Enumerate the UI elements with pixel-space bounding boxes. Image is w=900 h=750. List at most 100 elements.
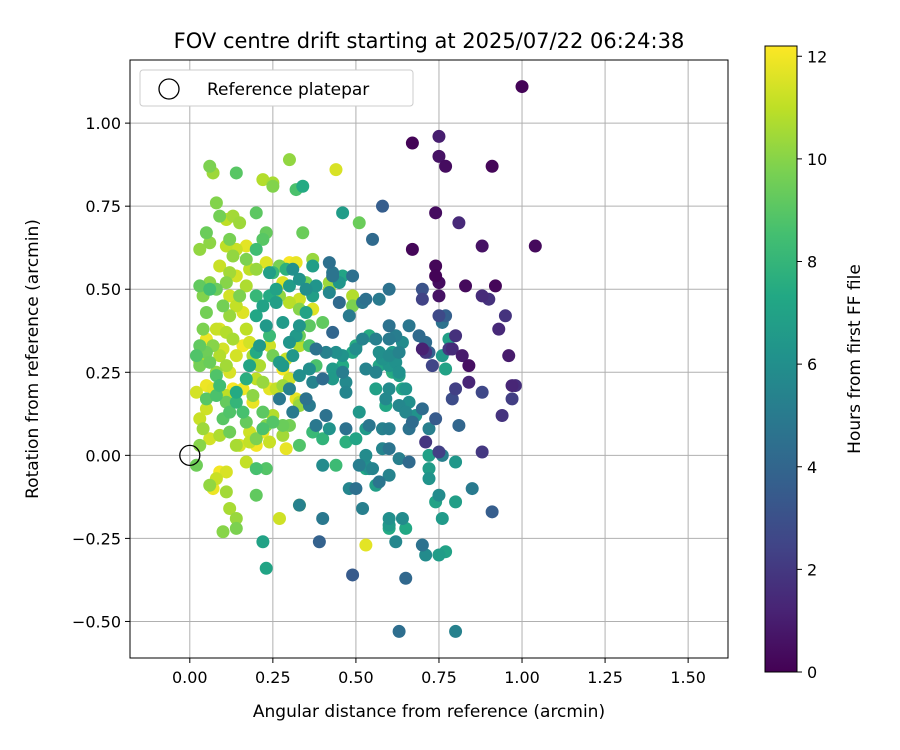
data-point bbox=[253, 359, 267, 373]
data-point bbox=[462, 359, 476, 373]
data-point bbox=[329, 163, 343, 177]
x-tick-label: 0.00 bbox=[172, 668, 208, 687]
data-point bbox=[236, 405, 250, 419]
data-point bbox=[223, 309, 237, 323]
data-point bbox=[319, 345, 333, 359]
data-point bbox=[229, 395, 243, 409]
data-point bbox=[399, 382, 413, 396]
data-point bbox=[402, 319, 416, 333]
data-point bbox=[359, 362, 373, 376]
data-point bbox=[229, 349, 243, 363]
data-point bbox=[332, 296, 346, 310]
data-point bbox=[445, 342, 459, 356]
data-point bbox=[239, 322, 253, 336]
legend: Reference platepar bbox=[139, 69, 414, 107]
x-tick-label: 0.25 bbox=[255, 668, 291, 687]
y-tick-label: −0.50 bbox=[72, 612, 121, 631]
data-point bbox=[356, 502, 370, 515]
data-point bbox=[415, 342, 429, 356]
data-point bbox=[259, 462, 273, 476]
data-point bbox=[349, 482, 363, 496]
data-point bbox=[372, 345, 386, 359]
data-point bbox=[395, 511, 409, 525]
data-point bbox=[249, 432, 263, 446]
data-point bbox=[356, 332, 370, 346]
data-point bbox=[219, 359, 233, 373]
data-point bbox=[249, 206, 263, 220]
data-point bbox=[528, 239, 542, 253]
data-point bbox=[239, 252, 253, 266]
data-point bbox=[266, 179, 280, 193]
data-point bbox=[429, 206, 443, 220]
data-point bbox=[346, 289, 360, 303]
data-point bbox=[219, 465, 233, 479]
data-point bbox=[223, 405, 237, 419]
data-point bbox=[209, 389, 223, 403]
data-point bbox=[475, 289, 489, 303]
data-point bbox=[226, 332, 240, 346]
data-point bbox=[379, 392, 393, 406]
data-point bbox=[459, 279, 473, 293]
x-tick-label: 1.50 bbox=[670, 668, 706, 687]
data-point bbox=[382, 349, 396, 363]
x-tick-label: 0.50 bbox=[338, 668, 374, 687]
data-point bbox=[382, 422, 396, 436]
data-point bbox=[422, 462, 436, 476]
data-point bbox=[322, 256, 336, 270]
data-point bbox=[296, 226, 310, 240]
data-point bbox=[203, 432, 217, 446]
data-point bbox=[326, 372, 340, 386]
data-point bbox=[352, 216, 366, 230]
data-point bbox=[276, 315, 290, 329]
data-point bbox=[256, 535, 270, 549]
data-point bbox=[282, 279, 296, 293]
data-point bbox=[209, 322, 223, 336]
data-point bbox=[425, 359, 439, 373]
data-point bbox=[223, 289, 237, 303]
data-point bbox=[402, 455, 416, 469]
data-point bbox=[349, 342, 363, 356]
data-point bbox=[249, 488, 263, 502]
data-point bbox=[392, 365, 406, 379]
colorbar-tick-label: 8 bbox=[807, 253, 817, 272]
data-point bbox=[502, 349, 516, 363]
data-point bbox=[219, 395, 233, 409]
data-point bbox=[352, 405, 366, 419]
data-point bbox=[359, 292, 373, 306]
data-point bbox=[382, 511, 396, 525]
data-point bbox=[286, 405, 300, 419]
data-point bbox=[259, 256, 273, 270]
data-point bbox=[399, 521, 413, 535]
data-point bbox=[223, 266, 237, 280]
data-point bbox=[189, 458, 203, 472]
data-point bbox=[249, 262, 263, 276]
data-point bbox=[292, 498, 306, 512]
data-point bbox=[369, 382, 383, 396]
data-point bbox=[495, 408, 509, 422]
data-point bbox=[382, 332, 396, 346]
y-tick-label: 0.00 bbox=[85, 446, 121, 465]
data-point bbox=[263, 339, 277, 353]
data-point bbox=[405, 242, 419, 256]
data-point bbox=[319, 408, 333, 422]
data-point bbox=[269, 296, 283, 310]
y-tick-label: −0.25 bbox=[72, 529, 121, 548]
data-point bbox=[372, 475, 386, 489]
data-point bbox=[439, 159, 453, 173]
data-point bbox=[193, 242, 207, 256]
colorbar-tick-label: 12 bbox=[807, 47, 827, 66]
data-point bbox=[249, 462, 263, 476]
legend-marker bbox=[158, 78, 180, 100]
data-point bbox=[389, 535, 403, 549]
colorbar-tick-label: 10 bbox=[807, 150, 827, 169]
data-point bbox=[256, 173, 270, 187]
data-point bbox=[193, 279, 207, 293]
data-point bbox=[326, 269, 340, 283]
data-point bbox=[253, 339, 267, 353]
data-point bbox=[439, 362, 453, 376]
x-tick-label: 1.00 bbox=[504, 668, 540, 687]
data-point bbox=[233, 289, 247, 303]
y-tick-label: 0.25 bbox=[85, 363, 121, 382]
data-point bbox=[475, 239, 489, 253]
data-point bbox=[243, 335, 257, 349]
